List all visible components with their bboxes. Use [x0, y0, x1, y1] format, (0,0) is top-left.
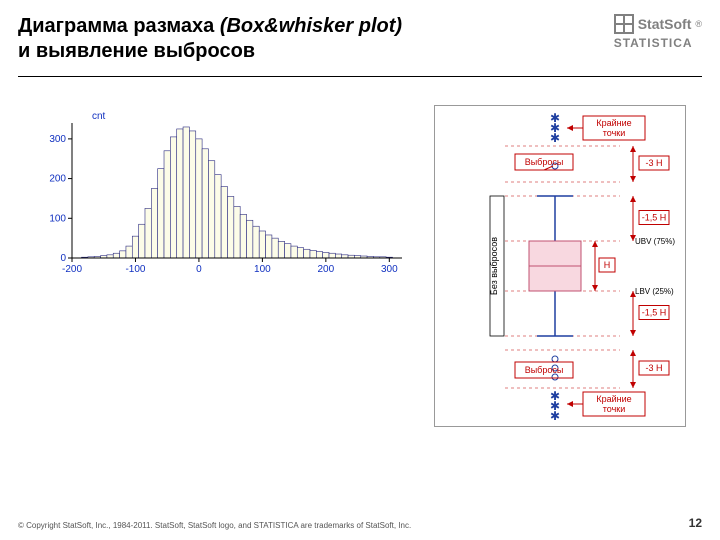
histogram-chart: cnt -200 -100 0 100 200 300 0 100 200 300 [30, 105, 410, 280]
logo-row: StatSoft ® [614, 14, 702, 34]
svg-text:Выбросы: Выбросы [525, 365, 564, 375]
title-part2: (Box&whisker plot) [220, 15, 402, 37]
svg-text:100: 100 [49, 213, 66, 224]
svg-text:100: 100 [254, 264, 271, 275]
copyright-text: © Copyright StatSoft, Inc., 1984-2011. S… [18, 521, 411, 530]
title-line1: Диаграмма размаха (Box&whisker plot) [18, 14, 558, 39]
title-line2: и выявление выбросов [18, 39, 558, 64]
histogram-svg: cnt -200 -100 0 100 200 300 0 100 200 300 [30, 105, 410, 280]
svg-text:-3 H: -3 H [645, 158, 662, 168]
svg-text:0: 0 [60, 253, 66, 264]
box-svg: ✱✱✱✱✱✱КрайниеточкиВыбросыВыбросыКрайниет… [435, 106, 685, 426]
slide-title: Диаграмма размаха (Box&whisker plot) и в… [18, 14, 558, 64]
slide-root: Диаграмма размаха (Box&whisker plot) и в… [0, 0, 720, 540]
svg-text:-200: -200 [62, 264, 82, 275]
box-whisker-diagram: ✱✱✱✱✱✱КрайниеточкиВыбросыВыбросыКрайниет… [434, 105, 686, 427]
brand-logo: StatSoft ® STATISTICA [614, 14, 702, 50]
svg-text:Крайние: Крайние [596, 394, 631, 404]
svg-text:200: 200 [49, 174, 66, 185]
svg-text:✱: ✱ [550, 131, 560, 145]
svg-text:LBV (25%): LBV (25%) [635, 287, 674, 296]
slide-footer: © Copyright StatSoft, Inc., 1984-2011. S… [18, 516, 702, 530]
svg-text:-1,5 H: -1,5 H [642, 308, 667, 318]
svg-text:-100: -100 [125, 264, 145, 275]
svg-text:300: 300 [381, 264, 398, 275]
title-part1: Диаграмма размаха [18, 15, 220, 37]
svg-text:точки: точки [603, 404, 625, 414]
svg-text:точки: точки [603, 128, 625, 138]
svg-text:Крайние: Крайние [596, 118, 631, 128]
svg-text:-1,5 H: -1,5 H [642, 213, 667, 223]
svg-text:Без выбросов: Без выбросов [489, 237, 499, 295]
svg-text:✱: ✱ [550, 409, 560, 423]
logo-reg: ® [695, 19, 702, 29]
svg-text:Выбросы: Выбросы [525, 157, 564, 167]
title-divider [18, 76, 702, 77]
svg-text:300: 300 [49, 134, 66, 145]
svg-text:cnt: cnt [92, 111, 106, 122]
svg-text:-3 H: -3 H [645, 363, 662, 373]
svg-text:H: H [604, 260, 611, 270]
svg-text:UBV (75%): UBV (75%) [635, 237, 675, 246]
page-number: 12 [689, 516, 702, 530]
logo-product: STATISTICA [614, 36, 702, 50]
logo-brand: StatSoft [638, 16, 692, 32]
svg-text:200: 200 [318, 264, 335, 275]
logo-grid-icon [614, 14, 634, 34]
svg-text:0: 0 [196, 264, 202, 275]
